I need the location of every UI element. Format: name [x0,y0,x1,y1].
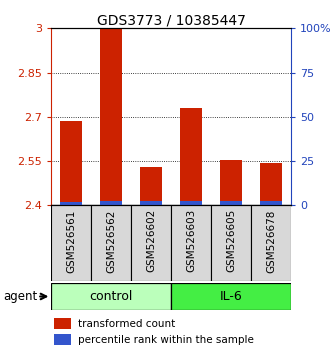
Bar [91,205,131,281]
Bar [180,108,202,205]
Bar [220,201,242,205]
Bar [220,160,242,205]
Bar [140,201,162,205]
Bar [60,202,82,205]
Bar [171,205,211,281]
Bar [171,283,291,310]
Bar [51,283,171,310]
Bar [51,205,91,281]
Text: GSM526602: GSM526602 [146,209,156,272]
Bar [211,205,251,281]
Bar [54,334,71,346]
Title: GDS3773 / 10385447: GDS3773 / 10385447 [97,13,246,27]
Bar [251,205,291,281]
Bar [60,121,82,205]
Text: percentile rank within the sample: percentile rank within the sample [78,335,254,345]
Text: GSM526678: GSM526678 [266,209,276,273]
Bar [54,318,71,329]
Text: IL-6: IL-6 [220,290,243,303]
Bar [260,201,282,205]
Bar [140,167,162,205]
Bar [100,29,122,205]
Text: agent: agent [3,290,37,303]
Text: control: control [90,290,133,303]
Bar [180,201,202,205]
Text: GSM526605: GSM526605 [226,209,236,272]
Text: transformed count: transformed count [78,319,175,329]
Bar [131,205,171,281]
Bar [100,201,122,205]
Bar [260,162,282,205]
Text: GSM526561: GSM526561 [66,209,76,273]
Text: GSM526562: GSM526562 [106,209,116,273]
Text: GSM526603: GSM526603 [186,209,196,272]
